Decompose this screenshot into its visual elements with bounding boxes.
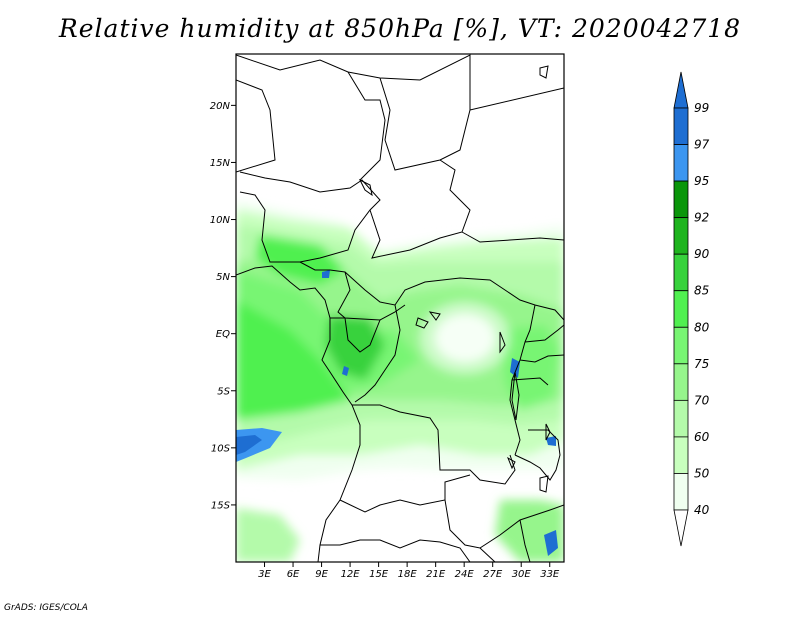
longitude-axis: 3E 6E 9E 12E 15E 18E 21E 24E 27E 30E 33E xyxy=(258,562,560,580)
colorbar-swatch xyxy=(673,107,689,145)
lat-tick-label: 10N xyxy=(210,215,231,226)
colorbar-swatch xyxy=(673,363,689,401)
colorbar-label: 97 xyxy=(694,138,710,152)
map-title: Relative humidity at 850hPa [%], VT: 202… xyxy=(58,14,742,43)
colorbar-swatch xyxy=(673,399,689,438)
colorbar-swatch xyxy=(673,144,689,182)
colorbar-label: 40 xyxy=(694,503,710,517)
colorbar-label: 95 xyxy=(694,174,709,188)
colorbar-swatch xyxy=(673,253,689,292)
colorbar-bottom-arrow xyxy=(673,509,689,547)
colorbar-label: 99 xyxy=(694,101,709,115)
lat-tick-label: 15N xyxy=(210,158,231,169)
colorbar-swatch xyxy=(673,436,689,474)
colorbar-label: 90 xyxy=(694,247,710,261)
colorbar: 99 97 95 92 90 85 80 75 70 60 50 40 xyxy=(673,71,710,547)
footer-credit: GrADS: IGES/COLA xyxy=(4,603,88,613)
lon-tick-label: 30E xyxy=(512,569,532,580)
lon-tick-label: 24E xyxy=(455,569,475,580)
colorbar-label: 60 xyxy=(694,430,710,444)
map-frame xyxy=(235,53,565,563)
lat-tick-label: 15S xyxy=(211,500,231,511)
colorbar-swatch xyxy=(673,217,689,255)
colorbar-label: 85 xyxy=(694,284,709,298)
lon-tick-label: 18E xyxy=(398,569,418,580)
lat-tick-label: 5N xyxy=(216,272,230,283)
country-boundaries xyxy=(236,54,564,562)
colorbar-label: 75 xyxy=(694,357,709,371)
colorbar-swatch xyxy=(673,473,689,511)
colorbar-swatch xyxy=(673,290,689,328)
lon-tick-label: 6E xyxy=(287,569,300,580)
lat-tick-label: 20N xyxy=(210,101,231,112)
lat-tick-label: EQ xyxy=(216,329,230,340)
lon-tick-label: 9E xyxy=(315,569,328,580)
lat-tick-label: 5S xyxy=(217,386,230,397)
colorbar-swatch xyxy=(673,180,689,219)
lon-tick-label: 27E xyxy=(483,569,503,580)
colorbar-swatch xyxy=(673,326,689,365)
lon-tick-label: 3E xyxy=(258,569,271,580)
lat-tick-label: 10S xyxy=(211,443,231,454)
colorbar-label: 92 xyxy=(694,211,709,225)
colorbar-top-arrow xyxy=(673,71,689,109)
colorbar-label: 70 xyxy=(694,393,710,407)
latitude-axis: 20N 15N 10N 5N EQ 5S 10S 15S xyxy=(210,101,236,511)
colorbar-label: 50 xyxy=(694,466,710,480)
colorbar-label: 80 xyxy=(694,320,710,334)
lon-tick-label: 33E xyxy=(540,569,560,580)
lon-tick-label: 21E xyxy=(426,569,446,580)
lon-tick-label: 12E xyxy=(341,569,361,580)
lon-tick-label: 15E xyxy=(369,569,389,580)
